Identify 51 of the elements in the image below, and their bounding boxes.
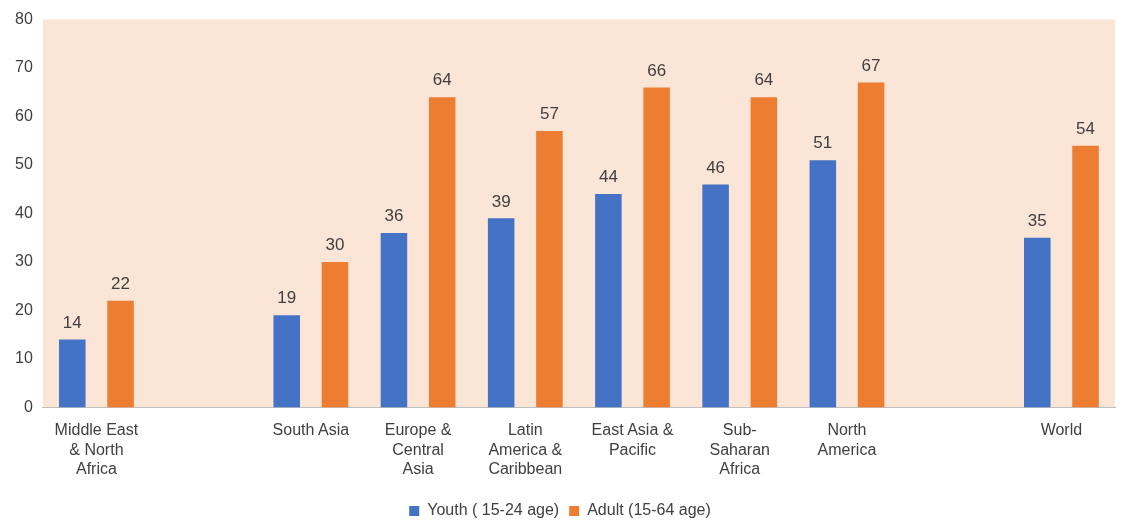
data-label: 57	[539, 104, 559, 124]
y-tick-label: 30	[15, 252, 33, 270]
bar	[487, 218, 515, 408]
legend-label: Adult (15-64 age)	[587, 501, 711, 519]
y-tick-label: 80	[15, 10, 33, 28]
data-label: 64	[754, 70, 774, 90]
data-label: 64	[432, 70, 452, 90]
y-tick-label: 50	[15, 155, 33, 173]
data-label: 44	[598, 167, 618, 187]
x-tick-label: Europe & Central Asia	[384, 421, 452, 477]
bar	[750, 97, 778, 408]
bar	[273, 315, 300, 408]
data-label: 39	[491, 191, 511, 211]
data-label: 67	[861, 55, 881, 75]
data-label: 36	[384, 206, 404, 226]
data-label: 46	[706, 157, 726, 177]
y-tick-label: 0	[23, 397, 33, 415]
y-tick-label: 20	[15, 300, 33, 318]
bar	[1024, 237, 1051, 408]
data-label: 54	[1076, 118, 1095, 138]
bar	[380, 232, 408, 408]
x-tick-label: North America	[817, 421, 877, 458]
bar	[321, 261, 349, 408]
bar	[536, 131, 563, 408]
y-tick-label: 40	[15, 203, 33, 221]
bar	[107, 300, 134, 408]
bar	[857, 82, 885, 408]
y-tick-label: 10	[15, 349, 33, 367]
bar	[702, 184, 729, 408]
y-tick-label: 60	[15, 106, 33, 124]
bar	[59, 339, 86, 408]
y-tick-label: 70	[15, 58, 33, 76]
x-tick-label: Middle East & North Africa	[54, 421, 139, 477]
bar	[595, 194, 622, 408]
data-label: 19	[277, 288, 297, 308]
legend-label: Youth ( 15-24 age)	[427, 501, 560, 519]
x-tick-label: South Asia	[272, 421, 350, 439]
data-label: 35	[1027, 210, 1047, 230]
data-label: 51	[813, 133, 833, 153]
bar	[643, 87, 670, 408]
data-label: 22	[111, 273, 130, 293]
x-tick-label: World	[1040, 421, 1083, 439]
bar	[1072, 145, 1099, 408]
data-label: 14	[62, 312, 82, 332]
bar	[809, 160, 837, 408]
data-label: 30	[325, 235, 345, 255]
x-tick-label: Sub-Saharan Africa	[709, 421, 770, 477]
x-tick-label: Latin America & Caribbean	[488, 421, 563, 477]
data-label: 66	[647, 60, 667, 80]
bar	[428, 97, 456, 408]
x-tick-label: East Asia & Pacific	[591, 421, 674, 458]
